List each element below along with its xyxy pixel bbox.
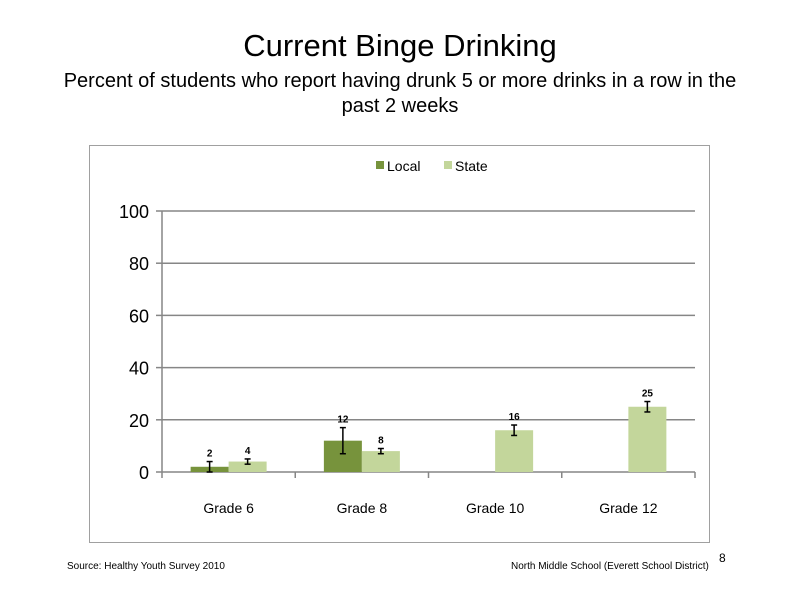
- legend: Local State: [376, 158, 488, 174]
- axes: 0 20 40 60 80 100 Grade 6 Grade 8 Grade 10 Grade …: [119, 202, 696, 516]
- bar-state: [495, 430, 534, 472]
- data-labels: 2 4 12 8 16 25: [207, 389, 654, 460]
- y-tick-label: 20: [129, 411, 149, 431]
- gridlines: [162, 210, 695, 421]
- x-tick-label: Grade 10: [466, 500, 525, 516]
- slide-number: 8: [719, 551, 726, 565]
- x-tick-label: Grade 6: [203, 500, 254, 516]
- legend-label-local: Local: [387, 158, 420, 174]
- data-label: 4: [245, 446, 251, 457]
- data-label: 8: [378, 436, 384, 447]
- data-label: 2: [207, 449, 213, 460]
- y-tick-label: 80: [129, 254, 149, 274]
- data-label: 12: [337, 415, 349, 426]
- y-tick-label: 60: [129, 306, 149, 326]
- legend-swatch-local: [376, 161, 384, 169]
- bar-state: [628, 406, 667, 472]
- legend-swatch-state: [444, 161, 452, 169]
- data-label: 25: [642, 389, 654, 400]
- slide-title: Current Binge Drinking: [243, 28, 557, 63]
- school-note: North Middle School (Everett School Dist…: [511, 561, 709, 572]
- x-tick-label: Grade 12: [599, 500, 658, 516]
- source-note: Source: Healthy Youth Survey 2010: [67, 561, 225, 572]
- y-tick-label: 100: [119, 202, 149, 222]
- bars: [190, 400, 667, 473]
- bar-state: [228, 461, 267, 472]
- legend-label-state: State: [455, 158, 488, 174]
- slide-subtitle: Percent of students who report having dr…: [63, 70, 737, 117]
- bar-state: [361, 451, 400, 472]
- y-tick-label: 40: [129, 359, 149, 379]
- data-label: 16: [509, 412, 521, 423]
- chart-frame: [89, 145, 710, 543]
- x-tick-label: Grade 8: [337, 500, 388, 516]
- y-tick-label: 0: [139, 463, 149, 483]
